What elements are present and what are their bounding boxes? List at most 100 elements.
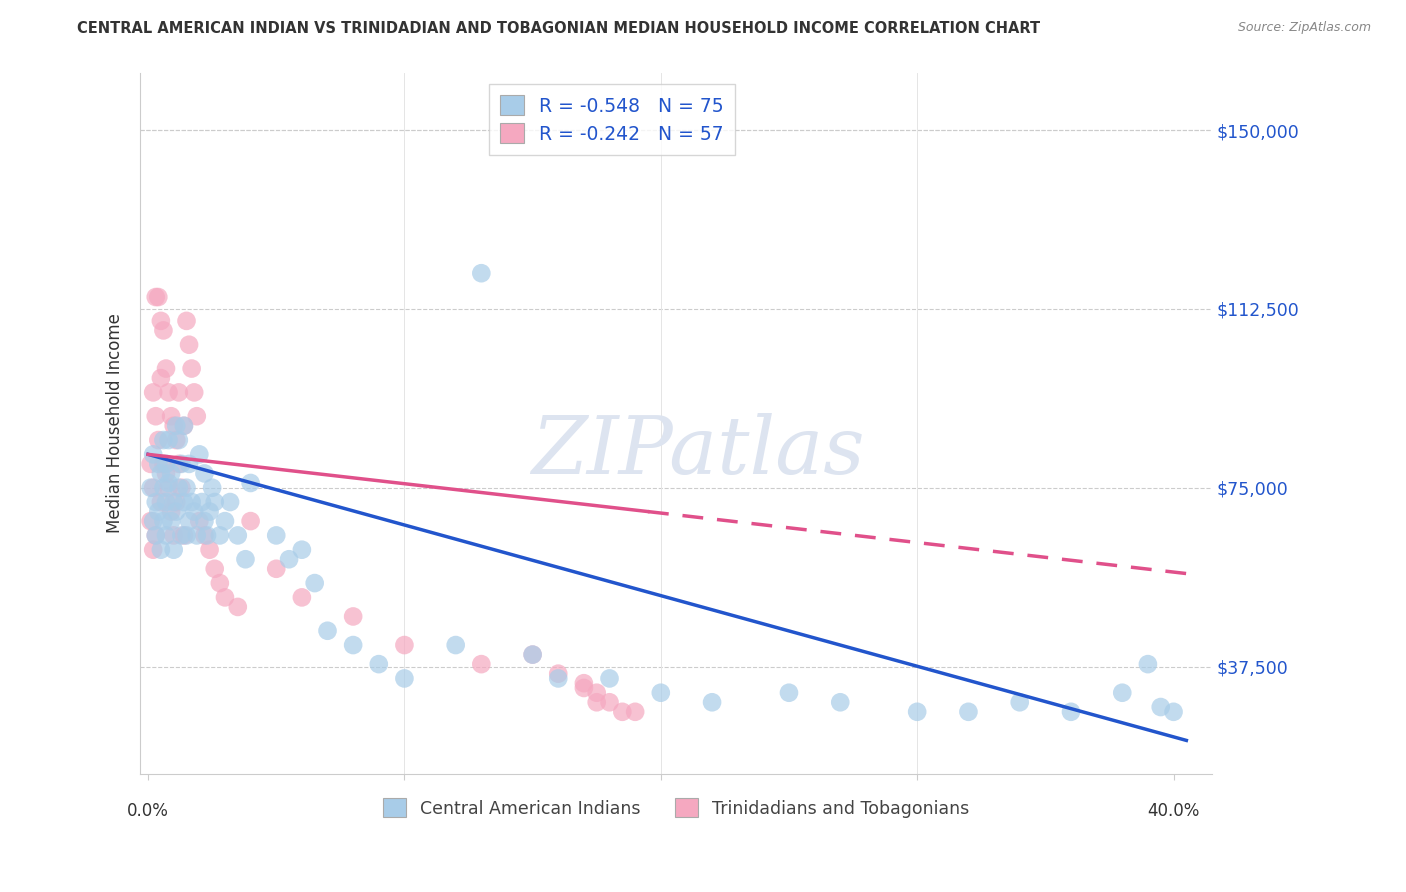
- Point: [167, 385, 190, 400]
- Point: [177, 514, 200, 528]
- Point: [585, 686, 607, 700]
- Point: [522, 648, 544, 662]
- Point: [547, 666, 569, 681]
- Point: [180, 361, 202, 376]
- Point: [204, 495, 226, 509]
- Point: [394, 672, 416, 686]
- Point: [235, 552, 257, 566]
- Point: [149, 314, 172, 328]
- Point: [239, 514, 262, 528]
- Point: [155, 495, 177, 509]
- Point: [142, 447, 165, 461]
- Point: [149, 467, 172, 481]
- Point: [214, 591, 236, 605]
- Point: [1150, 700, 1173, 714]
- Point: [394, 638, 416, 652]
- Point: [155, 457, 177, 471]
- Point: [163, 495, 186, 509]
- Point: [170, 481, 193, 495]
- Point: [214, 514, 236, 528]
- Point: [152, 323, 174, 337]
- Point: [180, 495, 202, 509]
- Point: [188, 447, 211, 461]
- Point: [142, 514, 165, 528]
- Point: [142, 481, 165, 495]
- Point: [148, 290, 170, 304]
- Point: [612, 705, 634, 719]
- Point: [599, 695, 621, 709]
- Point: [624, 705, 647, 719]
- Point: [195, 528, 218, 542]
- Point: [145, 528, 167, 542]
- Point: [139, 514, 162, 528]
- Point: [572, 676, 595, 690]
- Point: [585, 695, 607, 709]
- Y-axis label: Median Household Income: Median Household Income: [107, 313, 124, 533]
- Point: [316, 624, 339, 638]
- Point: [155, 467, 177, 481]
- Point: [444, 638, 467, 652]
- Point: [157, 433, 180, 447]
- Point: [957, 705, 980, 719]
- Point: [291, 591, 314, 605]
- Point: [198, 505, 221, 519]
- Point: [148, 457, 170, 471]
- Point: [226, 528, 249, 542]
- Point: [165, 495, 187, 509]
- Point: [173, 418, 195, 433]
- Point: [155, 528, 177, 542]
- Point: [905, 705, 928, 719]
- Point: [148, 433, 170, 447]
- Point: [201, 481, 224, 495]
- Point: [183, 385, 205, 400]
- Point: [163, 418, 186, 433]
- Point: [160, 467, 183, 481]
- Point: [152, 481, 174, 495]
- Point: [1136, 657, 1159, 672]
- Point: [208, 576, 231, 591]
- Point: [522, 648, 544, 662]
- Point: [142, 542, 165, 557]
- Point: [367, 657, 389, 672]
- Point: [155, 361, 177, 376]
- Point: [193, 467, 215, 481]
- Point: [176, 314, 198, 328]
- Point: [1163, 705, 1185, 719]
- Point: [470, 266, 492, 280]
- Point: [191, 495, 214, 509]
- Point: [145, 495, 167, 509]
- Point: [342, 638, 364, 652]
- Point: [239, 475, 262, 490]
- Point: [650, 686, 672, 700]
- Point: [264, 562, 287, 576]
- Point: [167, 481, 190, 495]
- Point: [152, 433, 174, 447]
- Point: [145, 409, 167, 424]
- Point: [165, 505, 187, 519]
- Point: [183, 505, 205, 519]
- Point: [145, 290, 167, 304]
- Point: [149, 495, 172, 509]
- Point: [167, 457, 190, 471]
- Point: [157, 475, 180, 490]
- Point: [157, 385, 180, 400]
- Point: [1111, 686, 1133, 700]
- Text: 40.0%: 40.0%: [1147, 803, 1199, 821]
- Point: [167, 433, 190, 447]
- Point: [160, 505, 183, 519]
- Point: [264, 528, 287, 542]
- Point: [186, 409, 208, 424]
- Point: [177, 457, 200, 471]
- Point: [193, 514, 215, 528]
- Point: [547, 672, 569, 686]
- Point: [170, 457, 193, 471]
- Point: [176, 481, 198, 495]
- Point: [149, 371, 172, 385]
- Point: [226, 599, 249, 614]
- Text: CENTRAL AMERICAN INDIAN VS TRINIDADIAN AND TOBAGONIAN MEDIAN HOUSEHOLD INCOME CO: CENTRAL AMERICAN INDIAN VS TRINIDADIAN A…: [77, 21, 1040, 36]
- Point: [342, 609, 364, 624]
- Point: [219, 495, 242, 509]
- Point: [278, 552, 301, 566]
- Point: [173, 418, 195, 433]
- Point: [304, 576, 326, 591]
